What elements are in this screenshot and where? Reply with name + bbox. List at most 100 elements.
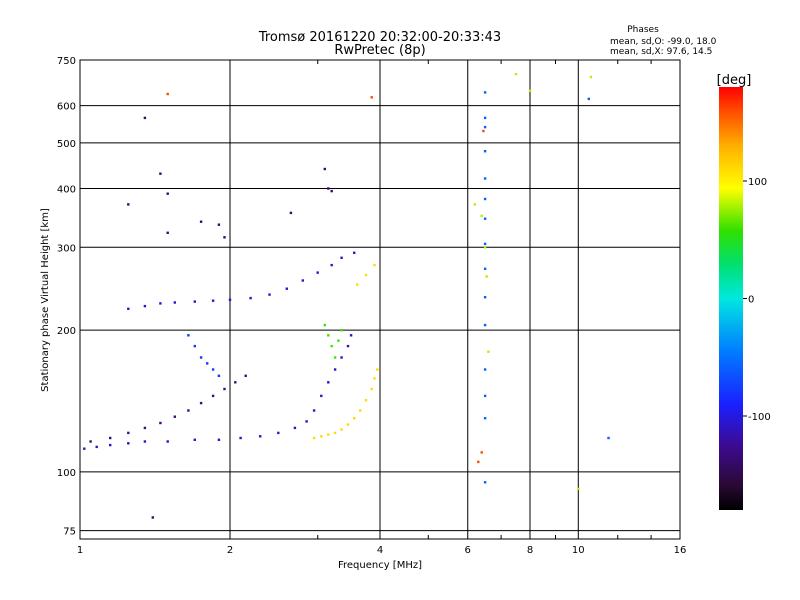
data-point bbox=[305, 420, 308, 423]
data-point bbox=[528, 89, 532, 92]
data-point bbox=[89, 440, 92, 443]
data-point bbox=[323, 323, 326, 327]
data-point bbox=[483, 217, 487, 220]
data-point bbox=[483, 417, 487, 420]
data-point bbox=[166, 440, 169, 443]
data-point bbox=[312, 409, 316, 412]
data-point bbox=[353, 417, 356, 420]
data-point bbox=[327, 433, 330, 436]
data-point bbox=[330, 189, 333, 193]
data-point bbox=[159, 421, 162, 425]
x-tick-label: 16 bbox=[674, 545, 687, 556]
data-point bbox=[83, 447, 86, 450]
x-axis: 1 2 4 6 8 10 16 bbox=[77, 60, 687, 556]
data-point bbox=[353, 251, 356, 254]
data-point bbox=[333, 431, 337, 435]
data-point bbox=[217, 223, 221, 226]
y-tick-label: 500 bbox=[57, 139, 76, 150]
x-axis-label: Frequency [MHz] bbox=[338, 560, 422, 571]
data-point bbox=[483, 177, 487, 180]
colorbar-tick-label: 0 bbox=[748, 295, 754, 306]
data-point bbox=[370, 96, 373, 99]
data-point bbox=[607, 436, 610, 440]
data-point bbox=[239, 436, 242, 440]
data-point bbox=[187, 409, 190, 412]
data-point bbox=[206, 362, 209, 365]
data-point bbox=[356, 283, 359, 286]
data-point bbox=[211, 299, 215, 302]
data-point bbox=[199, 356, 203, 359]
colorbar-unit-label: [deg] bbox=[717, 73, 752, 88]
data-point bbox=[340, 356, 343, 359]
data-point bbox=[193, 344, 196, 348]
data-point bbox=[373, 263, 376, 267]
data-point bbox=[483, 116, 487, 120]
data-point bbox=[173, 301, 176, 304]
data-point bbox=[327, 381, 330, 384]
data-point bbox=[151, 516, 154, 519]
data-point bbox=[483, 394, 487, 398]
data-point bbox=[330, 344, 333, 348]
y-axis-label: Stationary phase Virtual Height [km] bbox=[40, 208, 51, 392]
data-point bbox=[483, 296, 487, 299]
data-point bbox=[483, 150, 487, 153]
data-point bbox=[285, 287, 288, 290]
x-tick-label: 1 bbox=[77, 545, 83, 556]
data-point bbox=[143, 440, 147, 443]
data-point bbox=[166, 192, 169, 195]
data-point bbox=[349, 334, 353, 337]
data-point bbox=[293, 426, 297, 430]
data-point bbox=[143, 116, 147, 120]
data-point bbox=[483, 246, 487, 249]
x-tick-label: 2 bbox=[227, 545, 233, 556]
data-point bbox=[127, 307, 130, 310]
data-point bbox=[359, 409, 362, 412]
y-tick-label: 200 bbox=[57, 326, 76, 337]
data-point bbox=[249, 296, 252, 300]
x-tick-label: 8 bbox=[527, 545, 533, 556]
data-point bbox=[485, 275, 488, 278]
x-tick-label: 4 bbox=[377, 545, 383, 556]
data-point bbox=[364, 399, 368, 402]
data-point bbox=[223, 236, 226, 239]
y-tick-label: 75 bbox=[63, 527, 76, 538]
colorbar-tick-label: -100 bbox=[748, 412, 771, 423]
data-point bbox=[217, 438, 221, 441]
x-tick-label: 10 bbox=[572, 545, 585, 556]
data-point bbox=[199, 401, 203, 405]
data-point bbox=[211, 368, 215, 371]
colorbar bbox=[719, 87, 743, 510]
y-tick-label: 300 bbox=[57, 243, 76, 254]
data-point bbox=[577, 487, 580, 491]
data-point bbox=[480, 451, 483, 454]
colorbar-tick-label: 100 bbox=[748, 177, 767, 188]
data-point bbox=[159, 302, 162, 305]
data-point bbox=[223, 387, 226, 391]
data-point bbox=[166, 92, 169, 96]
data-point bbox=[268, 293, 271, 296]
data-point bbox=[312, 436, 316, 440]
data-point bbox=[483, 125, 487, 129]
data-point bbox=[333, 368, 337, 371]
data-point bbox=[473, 203, 476, 206]
data-point bbox=[589, 75, 593, 79]
data-point bbox=[327, 187, 330, 190]
phases-heading: Phases bbox=[627, 25, 659, 35]
data-point bbox=[143, 304, 147, 308]
data-point bbox=[127, 203, 130, 206]
data-point bbox=[483, 481, 487, 484]
x-tick-label: 6 bbox=[465, 545, 471, 556]
data-point bbox=[364, 273, 368, 277]
data-point bbox=[370, 387, 373, 391]
data-point bbox=[109, 443, 112, 447]
data-point bbox=[333, 356, 337, 359]
chart-subtitle: RwPretec (8p) bbox=[334, 43, 425, 58]
phases-line-o: mean, sd,O: -99.0, 18.0 bbox=[610, 37, 717, 47]
data-point bbox=[483, 197, 487, 201]
data-point bbox=[159, 172, 162, 175]
data-point bbox=[244, 374, 247, 377]
data-point bbox=[259, 435, 262, 438]
data-point bbox=[346, 344, 350, 348]
data-point bbox=[340, 428, 343, 431]
